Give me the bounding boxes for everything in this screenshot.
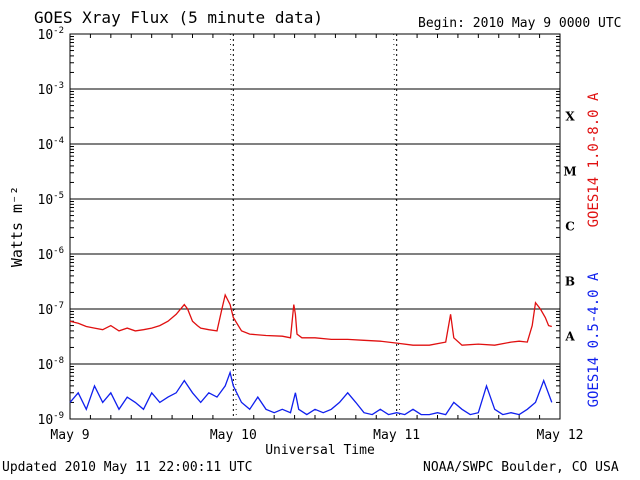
x-tick-label: May 12 (537, 428, 584, 443)
x-axis-label: Universal Time (265, 443, 375, 458)
y-tick-label: 10-2 (38, 26, 65, 43)
series-short-channel (69, 370, 553, 416)
y-axis-label: Watts m⁻² (8, 186, 26, 267)
y-tick-label: 10-6 (38, 246, 65, 263)
y-tick-label: 10-4 (38, 136, 65, 153)
updated-timestamp: Updated 2010 May 11 22:00:11 UTC (2, 460, 253, 475)
flare-class-label: B (565, 275, 575, 289)
flare-class-label: A (564, 330, 575, 344)
flare-class-label: X (565, 110, 575, 124)
x-tick-label: May 9 (50, 428, 89, 443)
plot-frame (69, 33, 561, 420)
day-divider-hatch (393, 33, 401, 420)
flare-class-label: C (565, 220, 575, 234)
legend-entry: GOES14 0.5-4.0 A (586, 272, 602, 407)
y-tick-label: 10-8 (38, 356, 65, 373)
series-long-channel (69, 293, 552, 346)
day-divider-hatch (229, 33, 237, 420)
chart-title: GOES Xray Flux (5 minute data) (34, 8, 323, 27)
y-tick-label: 10-7 (38, 301, 65, 318)
flare-class-label: M (563, 165, 576, 179)
legend-entry: GOES14 1.0-8.0 A (586, 92, 602, 227)
y-tick-label: 10-9 (38, 411, 65, 428)
x-tick-label: May 10 (210, 428, 257, 443)
begin-date: Begin: 2010 May 9 0000 UTC (418, 16, 622, 31)
x-tick-label: May 11 (373, 428, 420, 443)
credit-line: NOAA/SWPC Boulder, CO USA (423, 460, 619, 475)
y-tick-label: 10-5 (38, 191, 65, 208)
y-tick-label: 10-3 (38, 81, 65, 98)
